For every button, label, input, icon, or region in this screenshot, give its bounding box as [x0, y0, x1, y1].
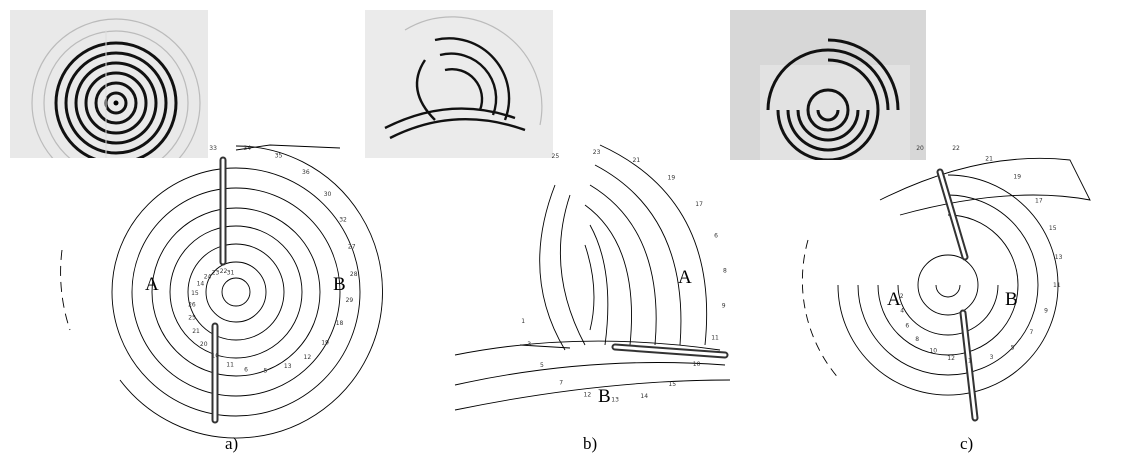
- photo-c: [730, 10, 926, 160]
- contour-number: 5: [1011, 345, 1015, 352]
- contour-number: 23: [212, 269, 220, 276]
- contour-number: 28: [350, 271, 358, 278]
- panel-a-region-right: B: [333, 274, 346, 295]
- contour-number: 22: [220, 268, 228, 275]
- contour-number: 4: [900, 307, 904, 314]
- photo-b: [365, 10, 553, 158]
- contour-number: 11: [226, 361, 234, 368]
- contour-number: 20: [916, 145, 924, 152]
- panel-c-caption: c): [960, 434, 973, 453]
- contour-number: 5: [540, 362, 544, 369]
- photo-a: [10, 10, 208, 158]
- contour-number: 15: [1049, 225, 1057, 232]
- contour-number: 6: [905, 322, 909, 329]
- panel-a: [60, 144, 383, 439]
- contour-number: 13: [1055, 254, 1063, 261]
- contour-number: 1: [521, 318, 525, 325]
- contour-number: 9: [722, 302, 726, 309]
- panel-b-region-lower: B: [598, 386, 611, 407]
- contour-number: 21: [985, 156, 993, 163]
- panel-c-region-right: B: [1005, 289, 1018, 310]
- contour-number: 18: [336, 320, 344, 327]
- panel-b-contour-numbers: 25 23 21 19 17 6 8 9 11 10 15 14 13 12 7 5 3 1: [521, 149, 727, 403]
- contour-number: 24: [204, 273, 212, 280]
- contour-number: 29: [346, 297, 354, 304]
- contour-number: 19: [321, 339, 329, 346]
- contour-number: 20: [200, 341, 208, 348]
- contour-number: 34: [243, 145, 251, 152]
- contour-number: 32: [339, 216, 347, 223]
- contour-number: 11: [711, 334, 719, 341]
- contour-number: 2: [900, 293, 904, 300]
- panel-b-region-upper: A: [678, 267, 692, 288]
- panel-c: [801, 157, 1091, 396]
- contour-number: 14: [640, 393, 648, 400]
- contour-number: 19: [1013, 174, 1021, 181]
- contour-number: 8: [723, 268, 727, 275]
- contour-number: 3: [990, 354, 994, 361]
- contour-number: 12: [304, 354, 312, 361]
- contour-number: 26: [188, 301, 196, 308]
- contour-number: 23: [593, 149, 601, 156]
- panel-c-region-left: A: [887, 289, 901, 310]
- contour-number: 33: [209, 145, 217, 152]
- panel-a-caption: a): [225, 434, 238, 453]
- contour-number: 15: [668, 381, 676, 388]
- contour-number: 3: [527, 341, 531, 348]
- contour-number: 17: [695, 201, 703, 208]
- contour-number: 8: [915, 336, 919, 343]
- contour-number: 10: [929, 348, 937, 355]
- panel-c-contour-numbers: 20 22 21 19 17 15 13 11 9 7 5 3 1 12 10 86 4 2: [900, 145, 1063, 365]
- contour-number: 13: [284, 363, 292, 370]
- contour-number: 19: [668, 175, 676, 182]
- contour-number: 21: [192, 328, 200, 335]
- contour-number: 9: [1044, 308, 1048, 315]
- contour-number: 7: [1030, 329, 1034, 336]
- contour-number: 15: [191, 290, 199, 297]
- contour-number: 30: [324, 191, 332, 198]
- contour-number: 31: [227, 269, 235, 276]
- panel-b-caption: b): [583, 434, 597, 453]
- contour-number: 22: [952, 145, 960, 152]
- contour-number: 17: [1035, 197, 1043, 204]
- contour-number: 21: [633, 157, 641, 164]
- contour-number: 6: [714, 233, 718, 240]
- contour-number: 14: [197, 280, 205, 287]
- contour-number: 27: [348, 244, 356, 251]
- contour-number: 11: [1053, 282, 1061, 289]
- contour-number: 10: [211, 353, 219, 360]
- contour-number: 10: [693, 361, 701, 368]
- panel-a-region-left: A: [145, 274, 159, 295]
- contour-number: 13: [611, 396, 619, 403]
- contour-number: 12: [947, 355, 955, 362]
- contour-number: 5: [264, 367, 268, 374]
- panel-b: [454, 144, 731, 411]
- contour-number: 36: [302, 169, 310, 176]
- contour-number: 12: [584, 392, 592, 399]
- contour-number: 7: [559, 380, 563, 387]
- contour-number: 1: [968, 358, 972, 365]
- contour-number: 6: [244, 367, 248, 374]
- contour-number: 25: [188, 314, 196, 321]
- contour-number: 25: [552, 153, 560, 160]
- contour-number: 35: [275, 153, 283, 160]
